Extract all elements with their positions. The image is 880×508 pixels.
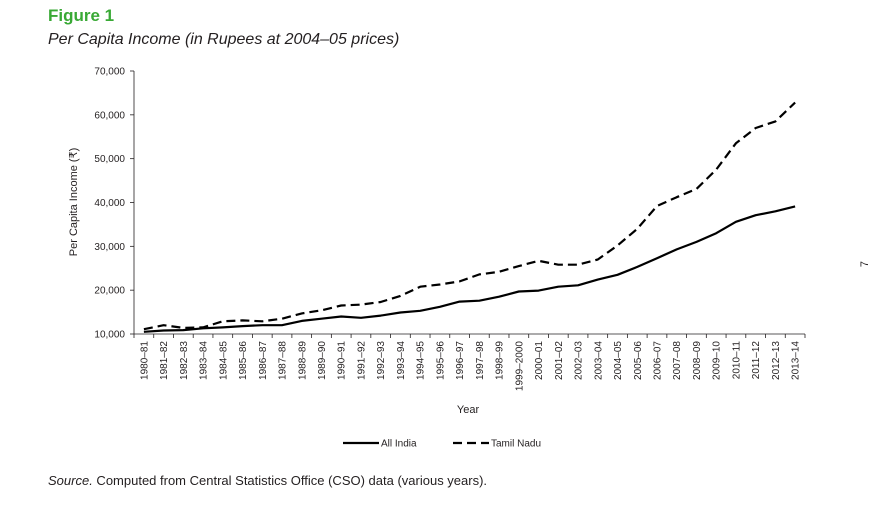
x-tick-label: 1986–87 [258, 341, 269, 380]
x-tick-label: 2006–07 [652, 341, 663, 380]
x-tick-label: 1988–89 [297, 341, 308, 380]
x-tick-label: 1998–99 [495, 341, 506, 380]
x-tick-label: 1985–86 [238, 341, 249, 380]
x-tick-label: 2011–12 [751, 341, 762, 380]
y-tick-label: 60,000 [94, 110, 125, 121]
y-tick-label: 30,000 [94, 242, 125, 253]
x-tick-label: 1981–82 [159, 341, 170, 380]
figure-title: Per Capita Income (in Rupees at 2004–05 … [48, 31, 400, 48]
chart-legend: All India Tamil Nadu [343, 439, 541, 450]
x-tick-label: 2001–02 [554, 341, 565, 380]
x-tick-label: 1983–84 [199, 341, 210, 380]
x-tick-label: 1992–93 [376, 341, 387, 380]
x-tick-label: 2010–11 [731, 341, 742, 380]
legend-label: Tamil Nadu [491, 439, 541, 450]
chart-axes [133, 71, 805, 335]
x-tick-label: 1984–85 [218, 341, 229, 380]
y-tick-label: 50,000 [94, 154, 125, 165]
series-lines [143, 101, 796, 333]
source-text: Computed from Central Statistics Office … [92, 473, 488, 488]
y-axis-title: Per Capita Income (₹) [68, 148, 80, 256]
x-tick-label: 2000–01 [534, 341, 545, 380]
x-tick-label: 1995–96 [435, 341, 446, 380]
figure-label: Figure 1 [48, 6, 115, 25]
x-axis-title: Year [457, 404, 480, 416]
x-tick-label: 1993–94 [396, 341, 407, 380]
x-axis-ticks: 1980–81 1981–82 1982–83 1983–84 1984–85 1985–… [133, 334, 806, 391]
y-tick-label: 70,000 [94, 67, 125, 78]
x-tick-label: 2009–10 [712, 341, 723, 380]
x-tick-label: 2002–03 [574, 341, 585, 380]
x-tick-label: 1980–81 [139, 341, 150, 380]
x-tick-label: 1990–91 [337, 341, 348, 380]
x-tick-label: 2013–14 [791, 341, 802, 380]
x-tick-label: 2008–09 [692, 341, 703, 380]
x-tick-label: 2005–06 [633, 341, 644, 380]
x-tick-label: 1989–90 [317, 341, 328, 380]
y-tick-label: 10,000 [94, 330, 125, 341]
x-tick-label: 1999–2000 [514, 341, 525, 391]
x-tick-label: 2003–04 [593, 341, 604, 380]
x-tick-label: 2012–13 [771, 341, 782, 380]
source-note: Source. Computed from Central Statistics… [48, 473, 487, 488]
x-tick-label: 1987–88 [278, 341, 289, 380]
x-tick-label: 1994–95 [416, 341, 427, 380]
x-tick-label: 1996–97 [455, 341, 466, 380]
y-axis-ticks: 10,000 20,000 30,000 40,000 50,000 60,000 70,0… [94, 67, 134, 341]
series-line-tamil-nadu [143, 101, 796, 331]
x-tick-label: 1982–83 [179, 341, 190, 380]
page-number: 7 [859, 260, 872, 268]
legend-label: All India [381, 439, 417, 450]
y-tick-label: 40,000 [94, 198, 125, 209]
y-tick-label: 20,000 [94, 286, 125, 297]
x-tick-label: 2004–05 [613, 341, 624, 380]
source-label: Source. [48, 473, 93, 488]
x-tick-label: 1997–98 [475, 341, 486, 380]
series-line-all-india [143, 205, 796, 333]
x-tick-label: 2007–08 [672, 341, 683, 380]
x-tick-label: 1991–92 [356, 341, 367, 380]
